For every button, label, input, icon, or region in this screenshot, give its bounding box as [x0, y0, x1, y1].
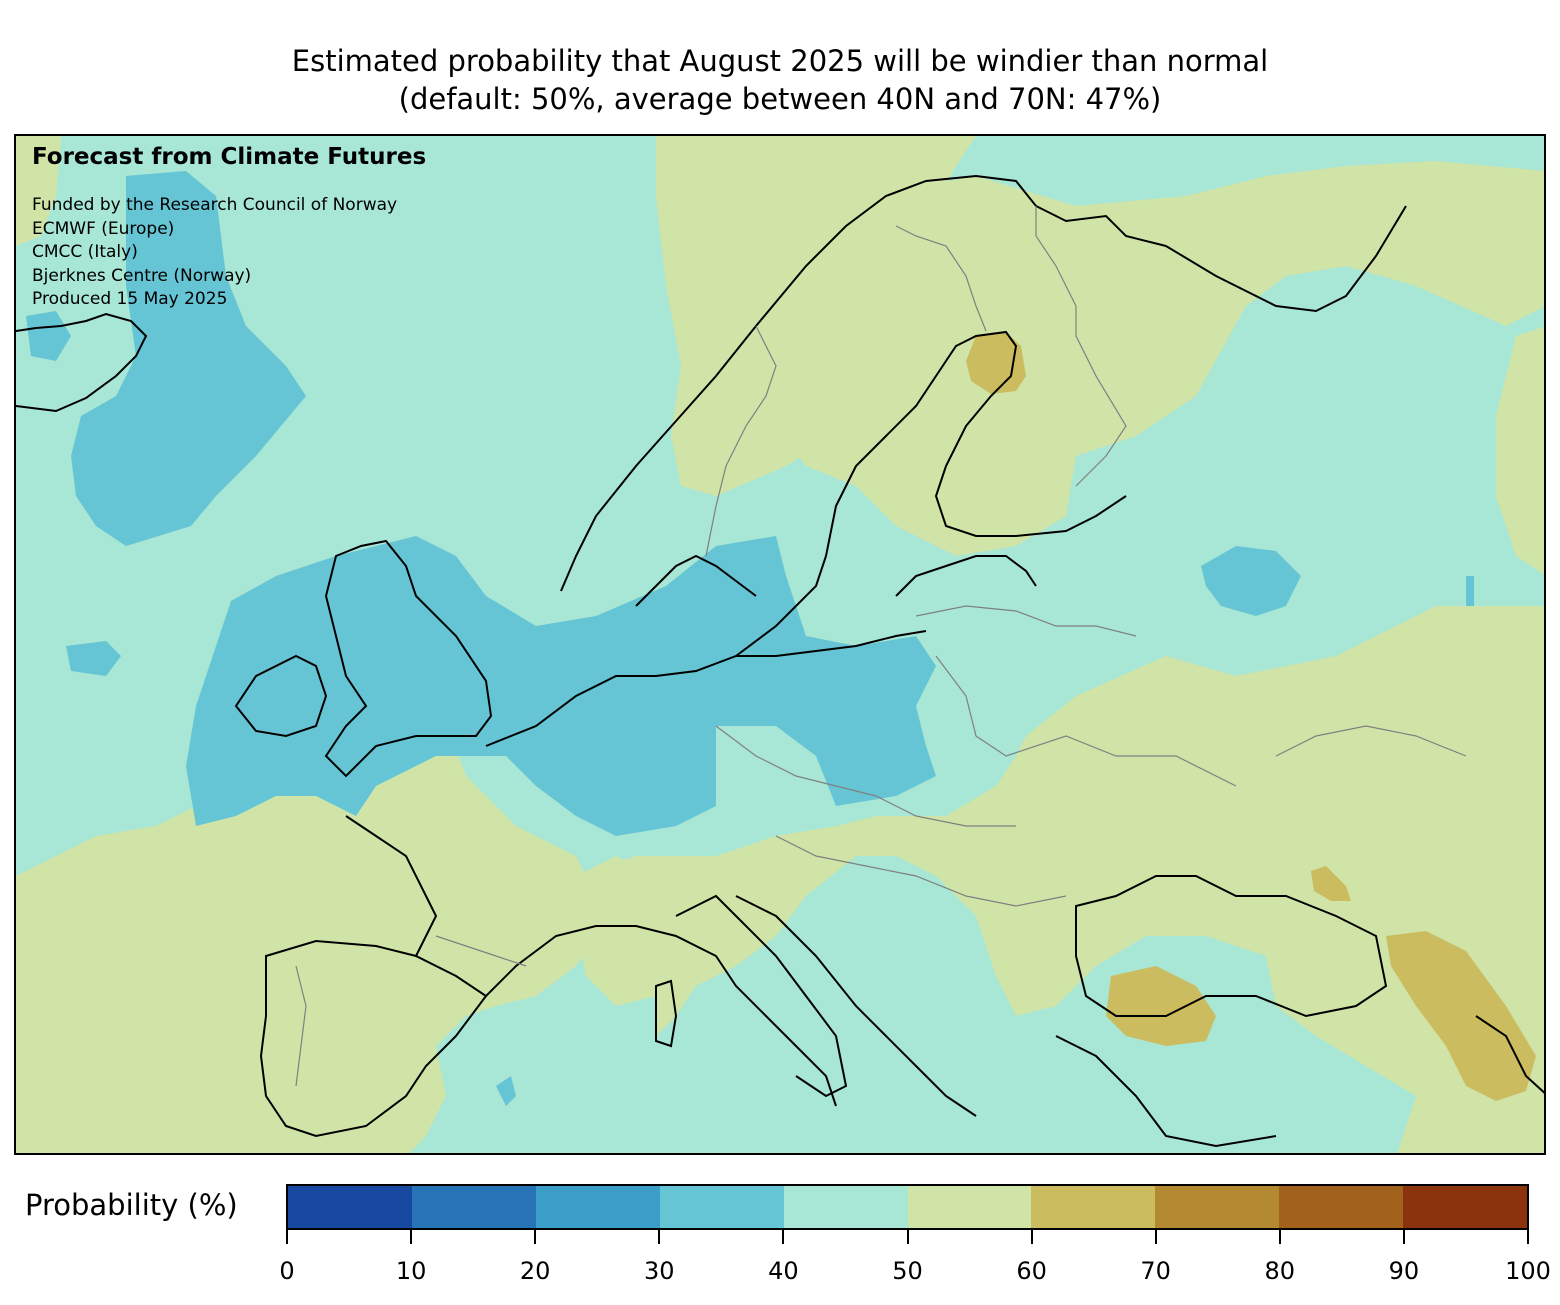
- border-portugal-spain: [295, 965, 307, 1087]
- map-panel[interactable]: Forecast from Climate Futures Funded by …: [14, 134, 1546, 1155]
- border-sweden-finland: [895, 225, 987, 332]
- colorbar-tick-label: 90: [1388, 1257, 1420, 1285]
- region-iceland-nw-yellow: [16, 136, 61, 246]
- attribution-lines: Funded by the Research Council of Norway…: [32, 194, 397, 312]
- colorbar-tick-label: 50: [892, 1257, 923, 1285]
- region-iceland-blue: [26, 311, 71, 361]
- chart-subtitle: (default: 50%, average between 40N and 7…: [398, 82, 1162, 116]
- colorbar-bin-20-30: [535, 1186, 660, 1228]
- coastline-ireland: [234, 654, 328, 738]
- coastline-white-sea: [1165, 205, 1407, 313]
- coastline-france-atlantic: [345, 815, 438, 957]
- colorbar-bin-0-10: [288, 1186, 412, 1228]
- border-balkans: [775, 835, 1067, 907]
- colorbar-tick-label: 100: [1505, 1257, 1551, 1285]
- colorbar-tick-label: 70: [1140, 1257, 1171, 1285]
- colorbar-label: Probability (%): [25, 1188, 238, 1222]
- colorbar-bin-70-80: [1155, 1186, 1280, 1228]
- attribution-line: ECMWF (Europe): [32, 218, 175, 239]
- coastline-sardinia: [655, 979, 678, 1048]
- colorbar-tick-label: 60: [1016, 1257, 1047, 1285]
- colorbar-tick-label: 0: [279, 1257, 295, 1285]
- colorbar-tick-label: 20: [519, 1257, 551, 1285]
- border-baltics: [915, 605, 1137, 637]
- colorbar-bin-30-40: [659, 1186, 784, 1228]
- coastline-iceland: [16, 312, 148, 413]
- colorbar-tick: [410, 1230, 413, 1244]
- region-ireland-west-blue: [66, 641, 121, 676]
- region-crimea-brown: [1311, 866, 1351, 901]
- border-poland-east: [935, 655, 1237, 787]
- attribution-line: Funded by the Research Council of Norway: [32, 195, 398, 215]
- contour-60-70: [966, 332, 1536, 1101]
- chart-title: Estimated probability that August 2025 w…: [291, 44, 1269, 78]
- region-balkans-yellow: [576, 856, 676, 1006]
- colorbar-bin-40-50: [783, 1186, 908, 1228]
- coastline-baltic-states: [895, 555, 1037, 597]
- colorbar-bin-90-100: [1403, 1186, 1528, 1228]
- region-pyrenees-yellow: [296, 876, 356, 946]
- coastline-turkey: [1055, 1035, 1277, 1148]
- country-borders: [295, 206, 1467, 1087]
- colorbar-tick-label: 30: [644, 1257, 675, 1285]
- border-france-spain: [435, 935, 527, 967]
- border-central-europe: [715, 725, 1016, 827]
- region-finland-brown: [966, 332, 1026, 394]
- colorbar-tick: [906, 1230, 909, 1244]
- coastline-norway: [560, 174, 1167, 592]
- coastline-mediterranean: [485, 925, 837, 1107]
- colorbar-tick: [782, 1230, 785, 1244]
- colorbar-tick: [1278, 1230, 1281, 1244]
- colorbar-tick-label: 80: [1264, 1257, 1296, 1285]
- colorbar-bin-50-60: [907, 1186, 1032, 1228]
- colorbar-tick: [658, 1230, 661, 1244]
- coastlines: [16, 174, 1544, 1148]
- colorbar-tick: [1527, 1230, 1529, 1244]
- colorbar-tick: [534, 1230, 537, 1244]
- region-scandinavia-yellow: [706, 161, 1544, 556]
- coastline-uk: [324, 539, 493, 778]
- attribution-heading: Forecast from Climate Futures: [32, 144, 427, 170]
- colorbar-tick: [1154, 1230, 1157, 1244]
- coastline-sweden-finland: [735, 330, 1127, 657]
- colorbar: [286, 1184, 1529, 1230]
- border-norway-sweden: [705, 325, 777, 557]
- coastline-balkans: [735, 895, 977, 1117]
- region-ural-small-blue: [1466, 576, 1474, 606]
- colorbar-tick: [1030, 1230, 1033, 1244]
- region-italy-yellow: [416, 806, 516, 896]
- region-spain-south-blue: [496, 1076, 516, 1106]
- border-russia-kazakhstan: [1275, 725, 1467, 757]
- border-finland-russia: [1035, 206, 1127, 487]
- coastline-continent: [485, 630, 927, 747]
- colorbar-bin-60-70: [1031, 1186, 1156, 1228]
- coastline-italy: [675, 894, 848, 1098]
- contour-50-60: [16, 136, 1544, 1153]
- region-uk-north-sea-blue: [186, 536, 936, 836]
- colorbar-bin-80-90: [1279, 1186, 1404, 1228]
- colorbar-tick: [286, 1230, 288, 1244]
- colorbar-bin-10-20: [411, 1186, 536, 1228]
- region-atlantic-blue: [71, 171, 306, 546]
- coastline-caspian: [1475, 1015, 1544, 1094]
- coastline-black-sea: [1075, 875, 1388, 1018]
- probability-map: [16, 136, 1544, 1153]
- attribution-line: CMCC (Italy): [32, 242, 138, 262]
- coastline-denmark: [635, 554, 757, 607]
- colorbar-tick: [1402, 1230, 1405, 1244]
- attribution-line: Bjerknes Centre (Norway): [32, 265, 252, 286]
- colorbar-tick-label: 40: [768, 1257, 799, 1285]
- region-russia-east-yellow: [1496, 326, 1544, 575]
- region-caucasus-brown: [1386, 931, 1536, 1101]
- attribution-line: Produced 15 May 2025: [32, 289, 228, 309]
- colorbar-tick-label: 10: [395, 1257, 427, 1285]
- region-ukraine-russia-yellow: [346, 606, 1544, 1153]
- coastline-iberia: [259, 939, 488, 1138]
- contour-30-40: [26, 171, 1474, 1106]
- region-baltic-russia-blue: [1201, 546, 1301, 616]
- region-turkey-brown: [1106, 966, 1216, 1046]
